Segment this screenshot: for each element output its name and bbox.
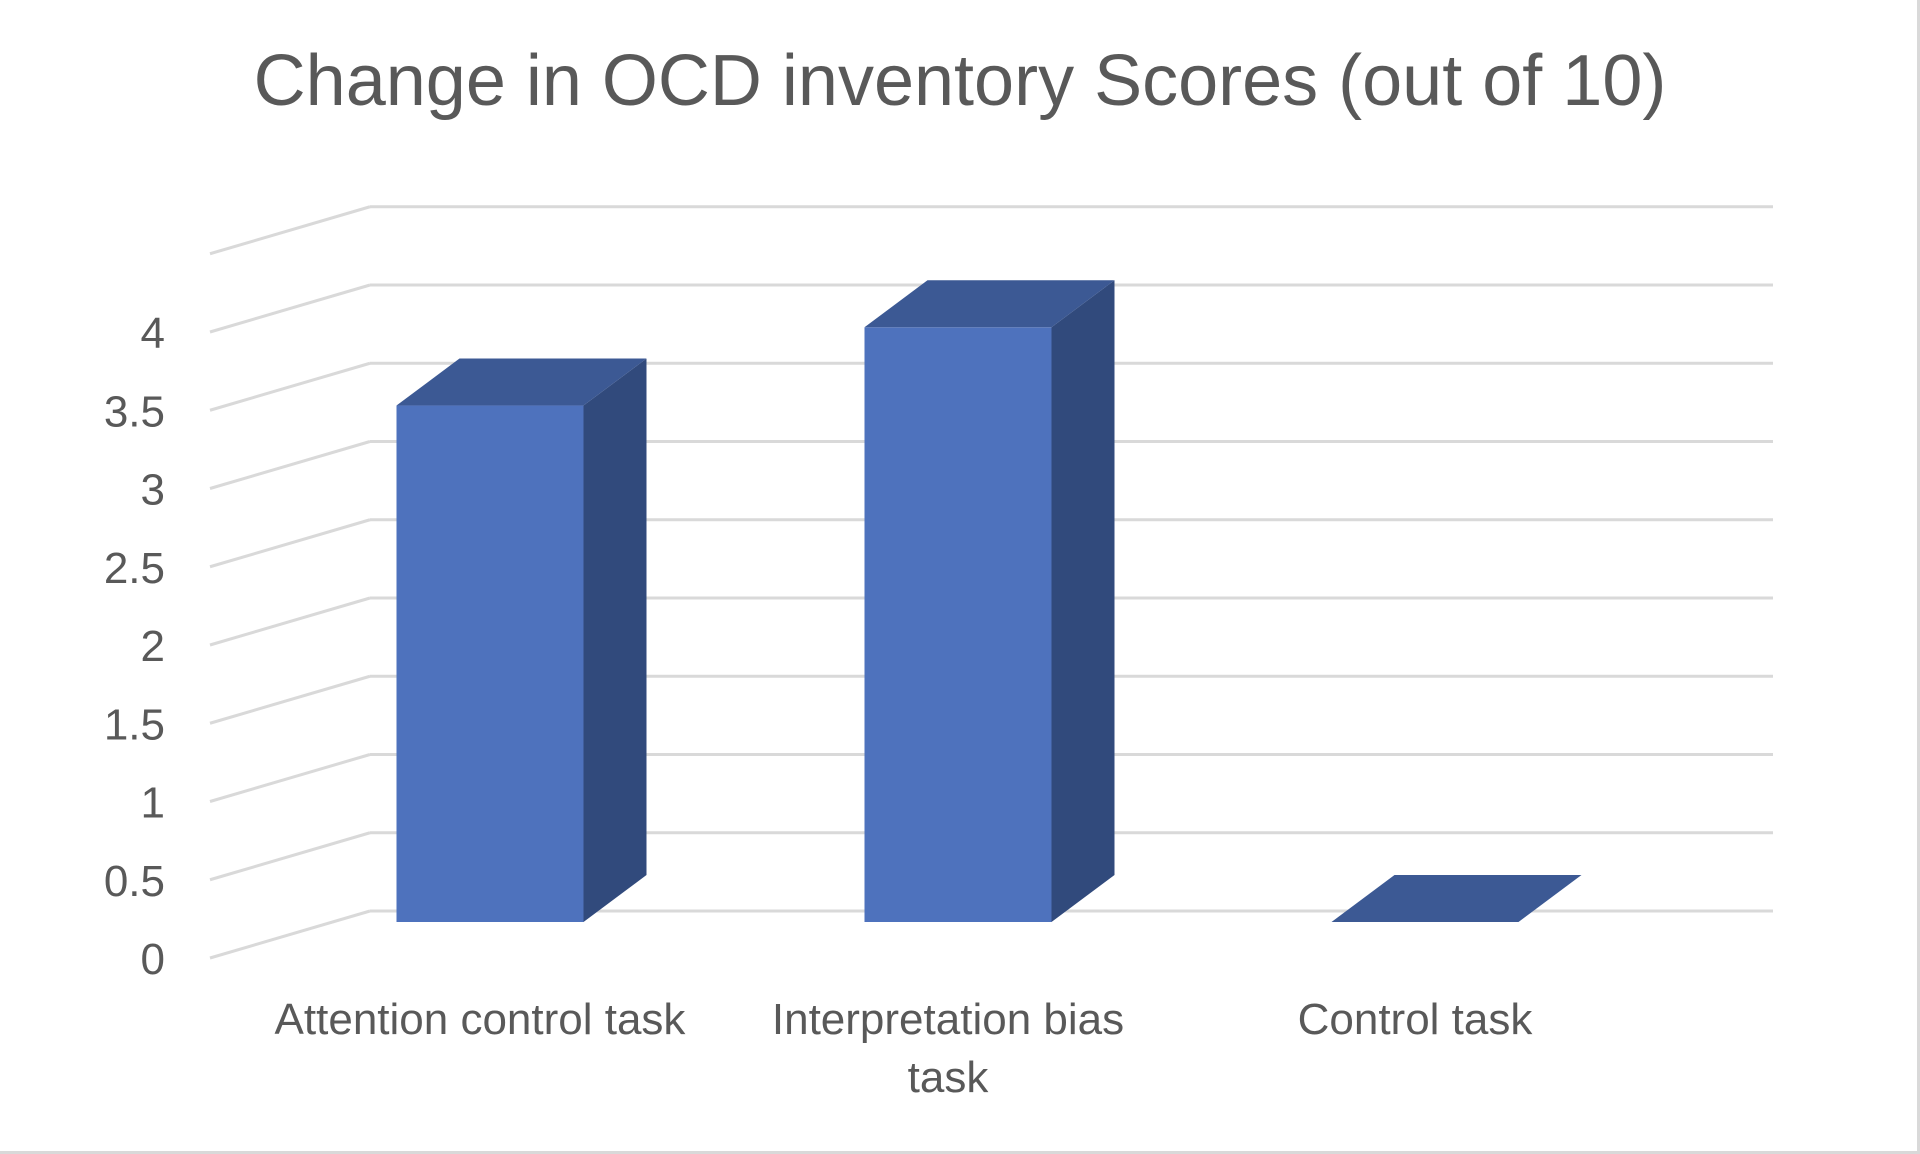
x-axis-labels: Attention control task Interpretation bia… <box>275 995 1534 1102</box>
gridline-side <box>209 831 371 882</box>
bar-top <box>396 358 647 406</box>
x-category-label: Control task <box>1298 995 1534 1044</box>
bar-front <box>864 327 1052 922</box>
y-tick-label: 3.5 <box>104 387 165 436</box>
y-tick-label: 4 <box>141 309 165 358</box>
y-axis-ticks: 0 0.5 1 1.5 2 2.5 3 3.5 4 <box>104 309 165 984</box>
bar-top <box>1331 875 1582 922</box>
x-category-label-line: Attention control task <box>275 995 687 1044</box>
y-tick-label: 0 <box>141 935 165 984</box>
bars <box>396 280 1582 922</box>
gridline-side <box>209 205 371 256</box>
y-tick-label: 1 <box>141 779 165 828</box>
x-category-label: Attention control task <box>275 995 687 1044</box>
gridline-side <box>209 283 371 334</box>
bar-side <box>1051 280 1115 922</box>
x-category-label-line: task <box>908 1053 990 1102</box>
gridline-side <box>209 518 371 569</box>
bar-top <box>864 280 1115 328</box>
bar <box>1331 875 1582 922</box>
gridline-side <box>209 753 371 803</box>
x-category-label-line: Control task <box>1298 995 1534 1044</box>
bar-side <box>583 358 647 922</box>
gridline-side <box>209 440 371 490</box>
gridline-side <box>209 361 371 412</box>
y-tick-label: 3 <box>141 466 165 515</box>
gridline-side <box>209 909 371 960</box>
bar <box>396 358 647 922</box>
y-tick-label: 2 <box>141 622 165 671</box>
chart-title: Change in OCD inventory Scores (out of 1… <box>253 41 1667 121</box>
x-category-label-line: Interpretation bias <box>772 995 1124 1044</box>
bar-front <box>396 405 584 922</box>
gridline-side <box>209 674 371 725</box>
x-category-label: Interpretation bias task <box>772 995 1124 1102</box>
y-tick-label: 0.5 <box>104 857 165 906</box>
gridline-side <box>209 596 371 647</box>
bar <box>864 280 1115 922</box>
y-tick-label: 1.5 <box>104 700 165 749</box>
y-tick-label: 2.5 <box>104 544 165 593</box>
